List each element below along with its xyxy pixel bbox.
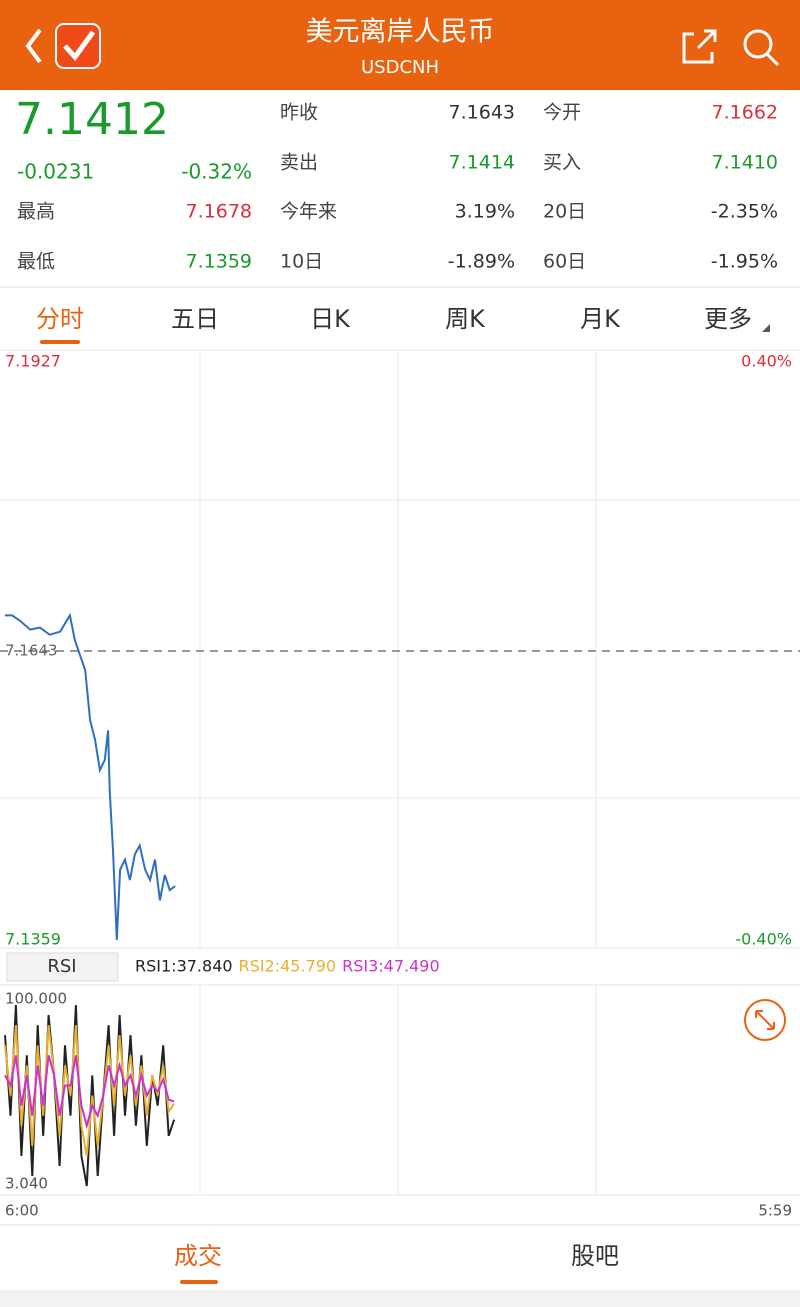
title: 美元离岸人民币 [306, 17, 495, 48]
bottom-tab-underline [180, 1280, 218, 1284]
back-button[interactable] [25, 28, 42, 64]
stat-value: 7.1414 [449, 152, 515, 174]
rsi-bar [0, 948, 800, 985]
x-tick-label: 6:00 [5, 1202, 39, 1220]
more-triangle [762, 324, 770, 332]
tab[interactable]: 周K [445, 305, 486, 333]
y-tick-label: 7.1359 [5, 930, 61, 949]
y-tick-label: 7.1927 [5, 352, 61, 371]
search-handle [765, 52, 780, 67]
header-bar [0, 0, 800, 90]
expand-icon [755, 1010, 775, 1030]
search-button[interactable] [743, 29, 773, 59]
stat-value: 3.19% [455, 201, 515, 223]
high: 7.1678 [186, 201, 252, 223]
change: -0.0231 [17, 160, 94, 184]
tab-underline [40, 340, 80, 344]
y2-tick-label: 0.40% [741, 352, 792, 371]
x-tick-label: 5:59 [758, 1202, 792, 1220]
legend-entry: RSI2:45.790 [239, 957, 337, 976]
price: 7.1412 [15, 94, 169, 145]
reference-label: 7.1643 [5, 642, 58, 660]
expand-button[interactable] [744, 999, 786, 1041]
stat-label: 20日 [543, 201, 586, 223]
stat-label: 60日 [543, 251, 586, 273]
legend-entry: RSI1:37.840 [135, 957, 233, 976]
indicator-name[interactable]: RSI [47, 956, 76, 977]
bottom-strip [0, 1290, 800, 1307]
bottom-tab[interactable]: 成交 [174, 1242, 222, 1270]
share-button[interactable] [682, 29, 717, 64]
stat-label: 今开 [543, 102, 581, 124]
stat-label: 买入 [543, 152, 581, 174]
stat-label: 10日 [280, 251, 323, 273]
legend-entry: RSI3:47.490 [342, 957, 440, 976]
tab[interactable]: 分时 [36, 305, 84, 333]
tab[interactable]: 五日 [171, 305, 219, 333]
y2-tick-label: -0.40% [735, 930, 792, 949]
y-tick-label: 100.000 [5, 990, 67, 1008]
stat-value: -1.89% [448, 251, 515, 273]
stat-label: 今年来 [280, 201, 337, 223]
subtitle: USDCNH [361, 57, 439, 78]
low: 7.1359 [186, 251, 252, 273]
stat-value: -2.35% [711, 201, 778, 223]
data-line [4, 1025, 175, 1157]
change-pct: -0.32% [181, 160, 252, 184]
check-icon [63, 30, 96, 61]
indicator-selector[interactable] [6, 952, 119, 982]
stat-value: -1.95% [711, 251, 778, 273]
y-tick-label: 3.040 [5, 1175, 48, 1193]
stat-label: 昨收 [280, 102, 318, 124]
bottom-tab[interactable]: 股吧 [571, 1242, 619, 1270]
stat-value: 7.1643 [449, 102, 515, 124]
stat-value: 7.1410 [712, 152, 778, 174]
tab[interactable]: 日K [310, 305, 351, 333]
data-line [5, 612, 176, 941]
stat-value: 7.1662 [712, 102, 778, 124]
tab[interactable]: 更多 [704, 305, 752, 333]
watch-checkbox[interactable] [55, 23, 101, 69]
low-label: 最低 [17, 251, 55, 273]
data-line [4, 1055, 175, 1130]
high-label: 最高 [17, 201, 55, 223]
tab[interactable]: 月K [580, 305, 621, 333]
stat-label: 卖出 [280, 152, 318, 174]
